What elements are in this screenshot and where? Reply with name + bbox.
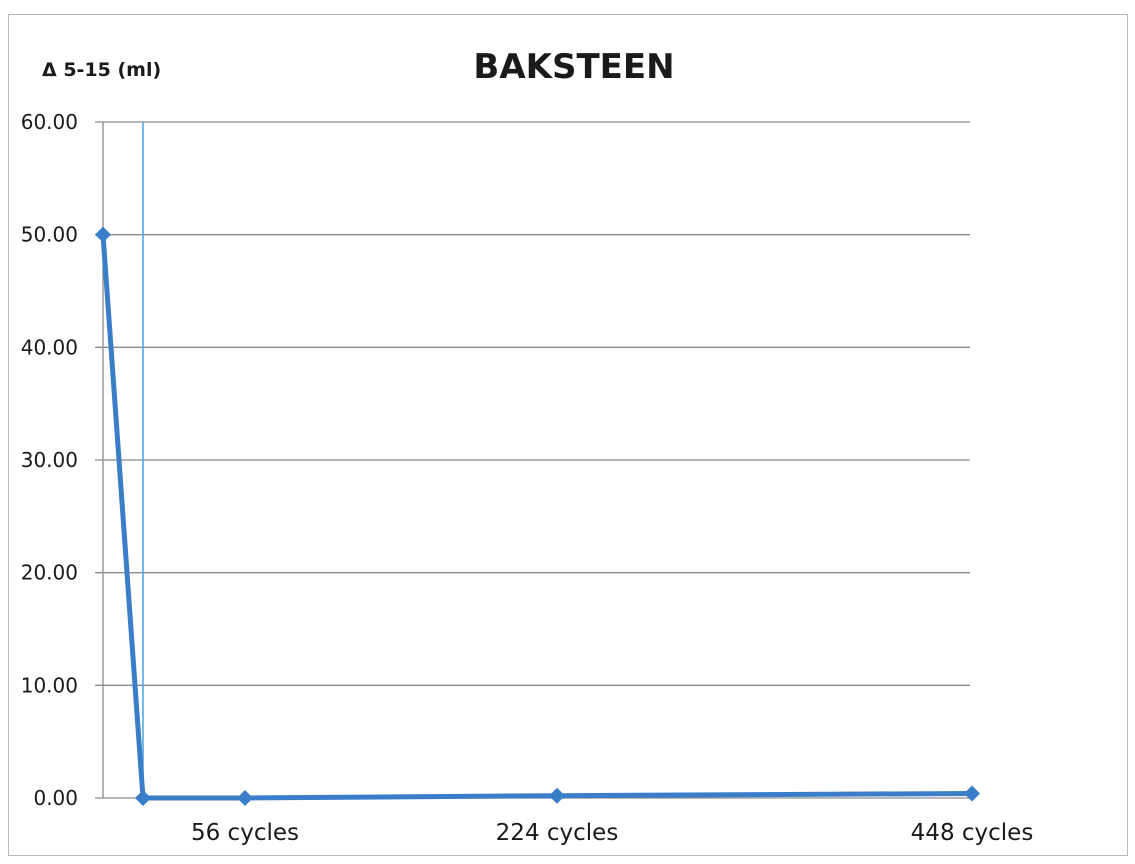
data-point-0-3	[549, 787, 565, 804]
gridlines	[95, 121, 970, 799]
y-tick-label-3: 30.00	[21, 448, 78, 472]
x-tick-labels: 56 cycles 224 cycles 448 cycles	[191, 820, 1033, 846]
y-tick-label-0: 0.00	[33, 786, 78, 810]
y-tick-label-5: 50.00	[21, 223, 78, 247]
chart-title: BAKSTEEN	[473, 47, 674, 87]
y-tick-labels: 0.00 10.00 20.00 30.00 40.00 50.00 60.00	[21, 110, 78, 810]
data-point-0-0	[95, 226, 111, 243]
data-point-0-4	[964, 785, 980, 802]
x-tick-label-0: 56 cycles	[191, 820, 299, 846]
x-tick-label-1: 224 cycles	[496, 820, 619, 846]
data-point-0-2	[237, 790, 253, 806]
y-tick-label-1: 10.00	[21, 673, 78, 697]
y-axis-label: Δ 5-15 (ml)	[42, 59, 161, 81]
y-tick-label-2: 20.00	[21, 561, 78, 585]
y-tick-label-6: 60.00	[21, 110, 78, 134]
data-point-0-1	[135, 790, 151, 806]
series-layer	[95, 226, 980, 806]
x-tick-label-2: 448 cycles	[911, 820, 1034, 846]
y-tick-label-4: 40.00	[21, 335, 78, 359]
series-line-0	[100, 234, 973, 801]
chart-frame	[8, 14, 1128, 856]
